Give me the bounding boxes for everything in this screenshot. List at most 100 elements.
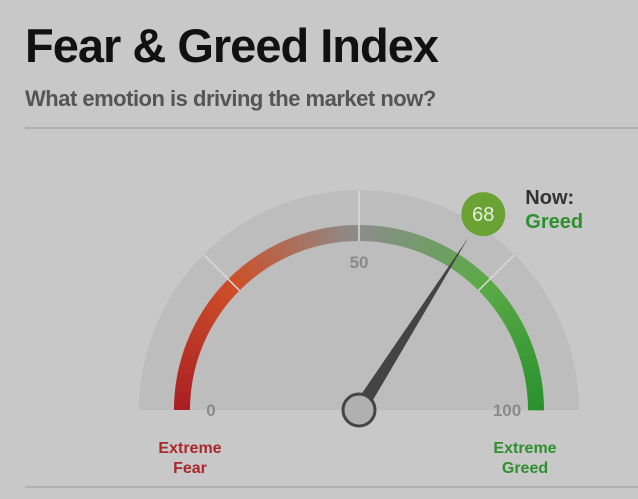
arc-segment: [438, 246, 452, 264]
arc-segment: [376, 226, 386, 243]
arc-segment: [521, 359, 539, 370]
arc-segment: [308, 230, 319, 248]
low-label: Extreme Fear: [158, 440, 222, 477]
arc-segment: [525, 377, 543, 387]
arc-segment: [458, 260, 474, 278]
arc-segment: [272, 243, 286, 261]
arc-segment: [179, 358, 197, 370]
arc-segment: [295, 233, 308, 252]
arc-segment: [173, 403, 191, 410]
arc-segment: [178, 364, 196, 375]
arc-segment: [448, 253, 463, 271]
arc-segment: [192, 322, 210, 336]
arc-segment: [205, 301, 223, 316]
arc-segment: [388, 227, 398, 245]
arc-segment: [527, 403, 545, 411]
arc-segment: [289, 236, 302, 254]
arc-segment: [488, 291, 505, 307]
arc-segment: [515, 340, 533, 353]
arc-segment: [443, 249, 458, 267]
arc-segment: [187, 334, 205, 347]
arc-segment: [495, 301, 513, 316]
rating-label: Greed: [525, 211, 583, 233]
arc-segment: [195, 317, 213, 331]
arc-segment: [235, 268, 251, 285]
arc-segment: [301, 232, 313, 250]
needle: [353, 236, 469, 414]
arc-segment: [524, 371, 542, 381]
arc-segment: [352, 224, 360, 242]
arc-segment: [217, 285, 234, 302]
arc-segment: [250, 256, 265, 274]
arc-segment: [411, 234, 423, 252]
grid-line: [477, 254, 515, 292]
title: Fear & Greed Index: [25, 19, 439, 72]
arc-segment: [405, 232, 417, 250]
subtitle: What emotion is driving the market now?: [25, 86, 436, 111]
arc-segment: [230, 272, 247, 289]
arc-segment: [209, 295, 227, 311]
tick-label: 50: [350, 253, 369, 272]
arc-segment: [492, 296, 509, 311]
arc-segment: [198, 311, 216, 326]
needle-hub: [341, 392, 377, 428]
tick-label: 0: [206, 401, 215, 420]
arc-segment: [499, 306, 517, 321]
arc-segment: [283, 238, 296, 256]
arc-segment: [467, 268, 484, 285]
arc-segment: [513, 334, 531, 347]
gauge-arc: [173, 224, 545, 411]
arc-segment: [484, 286, 501, 302]
arc-segment: [416, 236, 429, 254]
arc-segment: [176, 371, 194, 381]
arc-segment: [433, 243, 447, 261]
arc-segment: [422, 238, 435, 256]
gauge-background: [139, 190, 579, 410]
arc-segment: [370, 225, 379, 242]
arc-segment: [277, 240, 291, 259]
arc-segment: [213, 290, 230, 306]
arc-segment: [260, 249, 275, 267]
arc-segment: [463, 264, 479, 281]
arc-segment: [472, 272, 488, 289]
value-label: 68: [472, 204, 494, 226]
arc-segment: [266, 246, 280, 264]
arc-segment: [202, 306, 220, 321]
arc-segment: [519, 352, 537, 364]
arc-segment: [394, 229, 405, 247]
arc-segment: [480, 281, 497, 298]
arc-segment: [339, 225, 348, 242]
tick-label: 100: [493, 401, 521, 420]
arc-segment: [174, 390, 191, 399]
arc-segment: [526, 384, 544, 393]
high-label: Extreme Greed: [493, 440, 557, 477]
arc-segment: [505, 317, 523, 331]
arc-segment: [364, 225, 373, 242]
arc-segment: [527, 390, 544, 399]
arc-segment: [221, 281, 238, 297]
arc-segment: [240, 264, 256, 281]
arc-segment: [510, 328, 529, 342]
arc-segment: [508, 323, 526, 337]
arc-segment: [175, 383, 192, 393]
arc-segment: [333, 225, 342, 243]
arc-segment: [320, 227, 330, 245]
arc-segment: [399, 230, 411, 248]
grid-line: [203, 254, 241, 292]
now-label: Now:: [525, 187, 574, 209]
arc-segment: [174, 396, 191, 405]
arc-segment: [181, 352, 199, 364]
arc-segment: [359, 224, 366, 242]
arc-segment: [326, 226, 336, 244]
arc-segment: [255, 252, 270, 270]
arc-segment: [189, 328, 208, 342]
arc-segment: [183, 346, 201, 358]
arc-segment: [346, 225, 354, 242]
arc-segment: [527, 397, 544, 405]
arc-segment: [453, 256, 468, 274]
arc-segment: [427, 240, 441, 259]
arc-segment: [185, 340, 203, 353]
arc-segment: [517, 346, 536, 359]
